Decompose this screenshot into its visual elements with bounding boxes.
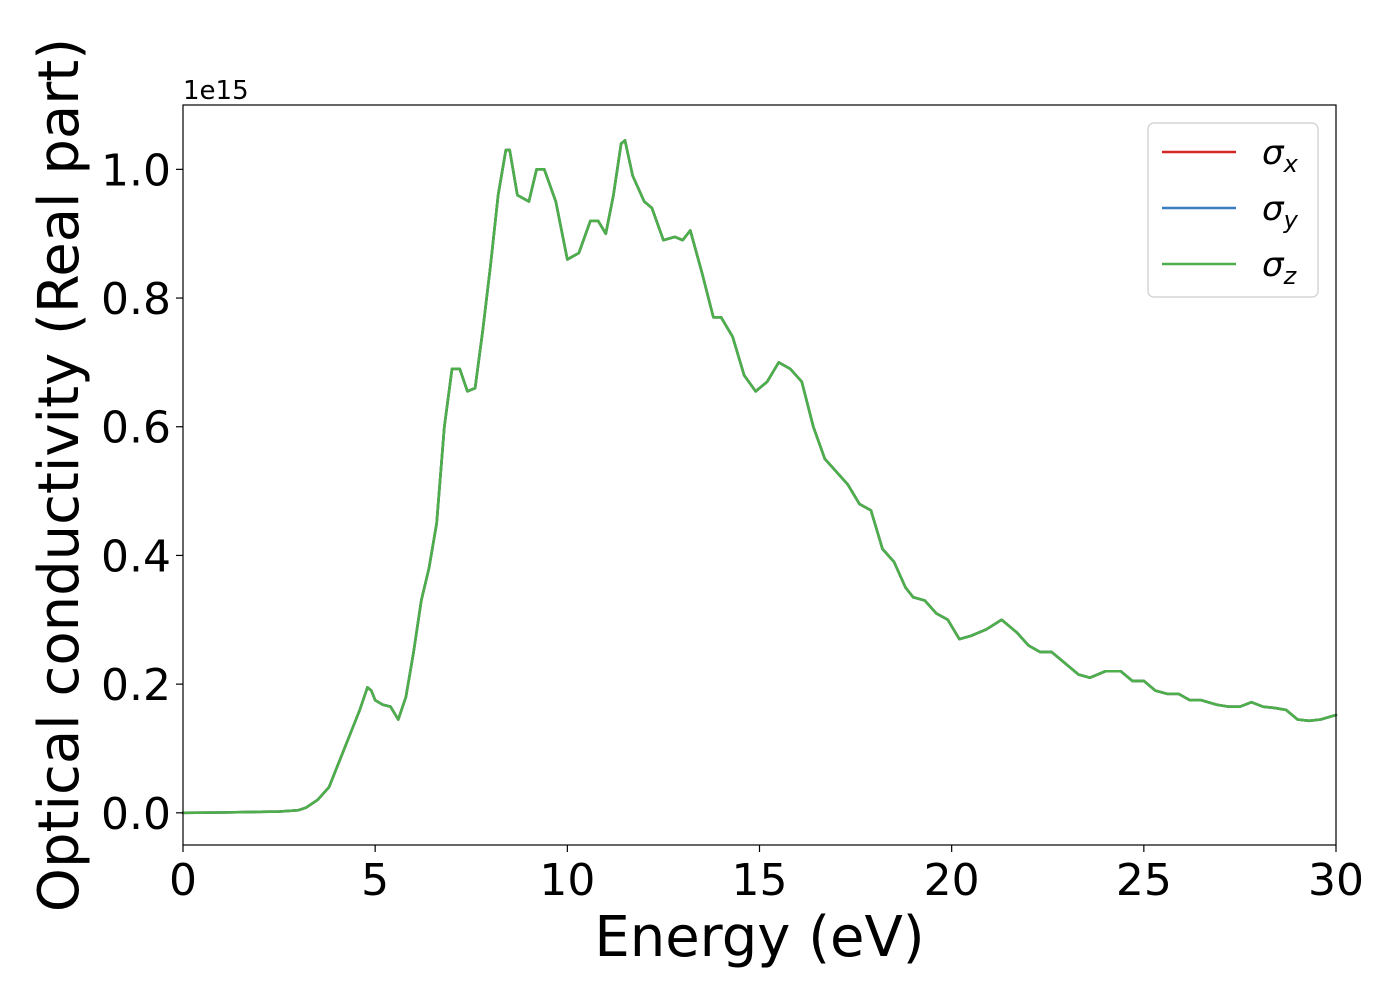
y-offset-label: 1e15 — [183, 76, 249, 106]
x-axis-title: Energy (eV) — [594, 905, 924, 970]
y-tick-label: 1.0 — [101, 145, 171, 196]
series-line-z — [181, 139, 1338, 815]
x-tick-label: 0 — [169, 855, 197, 906]
series-layer — [181, 139, 1338, 815]
x-axis-ticks: 0 5 10 15 20 25 30 — [169, 845, 1364, 906]
y-tick-label: 0.0 — [101, 789, 171, 840]
x-tick-label: 5 — [361, 855, 389, 906]
y-tick-label: 0.6 — [101, 403, 171, 454]
y-axis-title: Optical conductivity (Real part) — [27, 38, 92, 912]
x-tick-label: 30 — [1308, 855, 1364, 906]
y-tick-label: 0.2 — [101, 660, 171, 711]
x-tick-label: 15 — [732, 855, 788, 906]
y-tick-label: 0.8 — [101, 274, 171, 325]
legend-box — [1147, 122, 1319, 298]
y-tick-label: 0.4 — [101, 531, 171, 582]
x-tick-label: 20 — [924, 855, 980, 906]
y-axis-ticks: 0.0 0.2 0.4 0.6 0.8 1.0 — [101, 145, 183, 840]
x-tick-label: 10 — [539, 855, 595, 906]
x-tick-label: 25 — [1116, 855, 1172, 906]
